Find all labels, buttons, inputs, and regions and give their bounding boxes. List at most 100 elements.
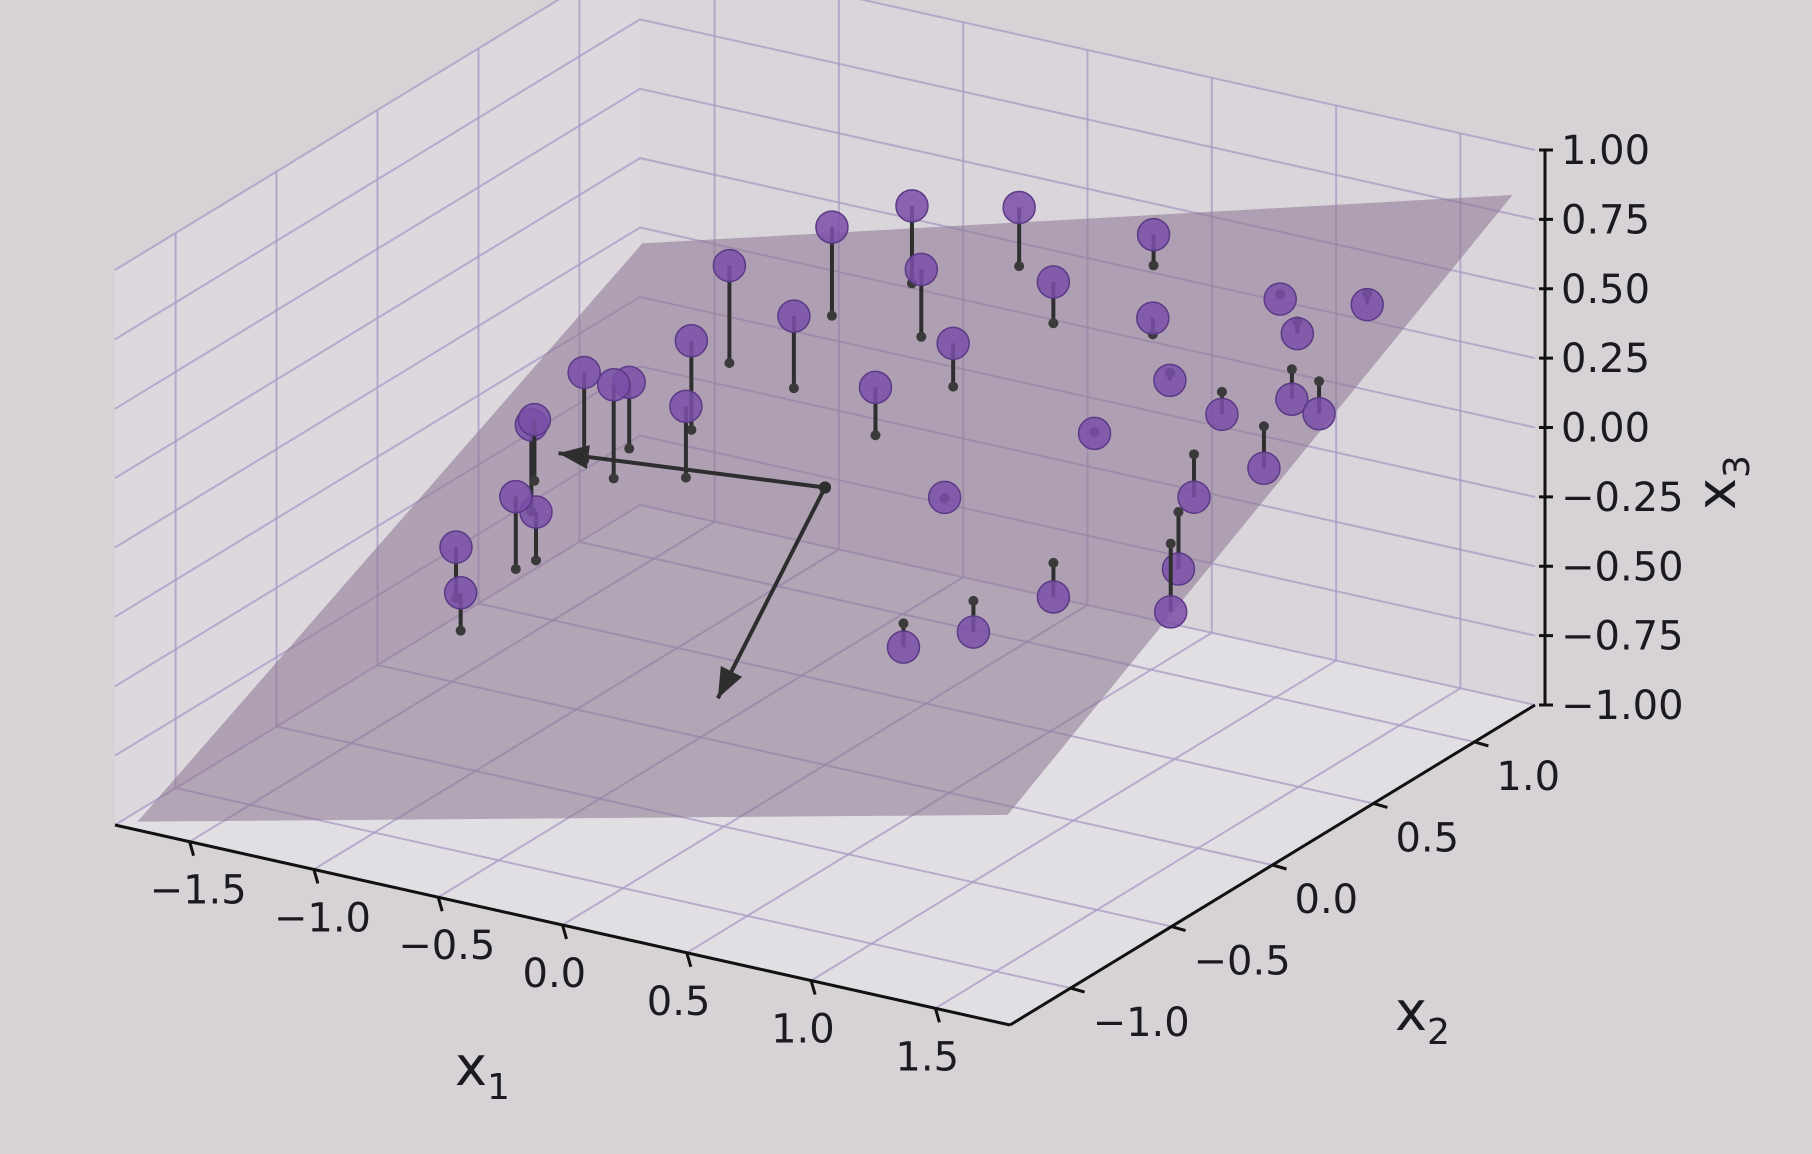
data-point	[1263, 282, 1297, 316]
data-point	[1002, 190, 1036, 225]
data-point	[499, 479, 533, 514]
data-point	[669, 389, 703, 424]
x1-tick	[561, 924, 568, 940]
data-point	[1036, 580, 1071, 614]
projected-point	[1048, 557, 1059, 568]
x1-tick	[933, 1007, 941, 1023]
x2-tick-label: 0.0	[1295, 877, 1359, 923]
projected-point	[686, 424, 697, 435]
x1-tick-label: 1.0	[771, 1007, 835, 1053]
projected-point	[624, 443, 635, 454]
data-point	[1275, 382, 1309, 416]
x3-tick-label: 0.25	[1561, 336, 1650, 382]
projected-point	[1314, 376, 1325, 387]
data-point	[815, 210, 849, 244]
x2-tick-label: 1.0	[1496, 754, 1560, 800]
x1-tick	[685, 952, 693, 968]
x3-tick-label: −0.75	[1561, 614, 1684, 660]
x1-tick-label: −0.5	[398, 923, 495, 969]
projected-point	[1048, 318, 1059, 329]
data-point	[904, 252, 939, 287]
data-point	[1136, 301, 1170, 335]
projected-point	[529, 475, 540, 486]
x1-tick-label: −1.5	[150, 868, 247, 914]
data-point	[439, 530, 473, 564]
x2-tick-label: −0.5	[1194, 939, 1291, 985]
gridline-x3	[114, 18, 1536, 341]
projected-point	[510, 564, 521, 575]
data-point	[712, 248, 747, 283]
projected-point	[1189, 449, 1200, 460]
x1-tick-label: −1.0	[274, 895, 371, 941]
x1-tick	[809, 980, 817, 995]
projected-point	[455, 625, 466, 636]
projected-point	[968, 595, 979, 606]
data-point	[1161, 552, 1196, 586]
projected-point	[1148, 260, 1159, 271]
projected-point	[1173, 506, 1184, 517]
x1-tick	[436, 896, 444, 912]
projected-point	[1286, 364, 1297, 375]
data-point	[777, 299, 811, 333]
x2-tick-label: −1.0	[1093, 1000, 1190, 1046]
projected-point	[680, 472, 691, 483]
projected-point	[916, 331, 927, 342]
arrow-head	[558, 445, 590, 469]
projected-point	[1258, 421, 1269, 432]
data-point	[1136, 217, 1171, 252]
projected-point	[826, 310, 837, 321]
data-point	[517, 402, 552, 437]
arrow-origin	[819, 481, 831, 494]
data-point	[1350, 287, 1384, 322]
x1-tick-label: 1.5	[895, 1034, 959, 1080]
x2-tick	[1070, 986, 1085, 994]
data-points	[439, 189, 1384, 664]
x3-tick-label: 0.00	[1561, 406, 1650, 452]
x2-axis-label: x2	[1395, 980, 1450, 1053]
axis-ticks: −1.5−1.0−0.50.00.51.01.5−1.0−0.50.00.51.…	[150, 128, 1684, 1080]
gridline-x3	[114, 0, 1536, 271]
data-point	[1077, 416, 1112, 451]
data-point	[1205, 397, 1239, 432]
projected-point	[788, 383, 799, 394]
x3-tick-label: −1.00	[1561, 683, 1684, 729]
projected-point	[608, 473, 619, 484]
x3-tick-label: 0.75	[1561, 197, 1650, 243]
x3-tick-label: −0.50	[1561, 544, 1684, 590]
x2-tick	[1373, 802, 1388, 809]
projected-point	[1014, 261, 1025, 272]
data-point	[567, 355, 601, 390]
x2-tick-label: 0.5	[1395, 815, 1459, 861]
x1-tick-label: 0.0	[523, 951, 587, 997]
arrow-shaft	[716, 486, 827, 700]
data-point	[1153, 363, 1187, 398]
projected-point	[948, 381, 959, 392]
arrow-head	[717, 666, 743, 699]
projected-point	[1165, 538, 1176, 549]
x2-tick	[1171, 925, 1186, 932]
projected-point	[1216, 386, 1227, 397]
projected-point	[898, 618, 909, 629]
data-point	[674, 323, 709, 358]
x3-tick-label: 1.00	[1561, 128, 1650, 174]
x2-tick	[1272, 863, 1287, 871]
x1-axis-label: x1	[455, 1035, 510, 1108]
data-point	[886, 630, 921, 664]
data-point	[1177, 480, 1211, 514]
data-point	[443, 576, 478, 610]
data-point	[596, 368, 631, 402]
data-point	[1036, 265, 1071, 299]
projection-plane	[137, 195, 1513, 822]
projected-point	[724, 357, 735, 368]
projected-point	[531, 555, 542, 566]
data-point	[1302, 396, 1336, 431]
data-point	[936, 326, 970, 361]
x3-axis-label: x3	[1685, 455, 1758, 510]
data-point	[895, 189, 929, 223]
data-point	[1280, 316, 1315, 351]
x3-tick-label: −0.25	[1561, 475, 1684, 521]
x1-tick	[312, 869, 320, 884]
data-point	[956, 615, 991, 649]
x3-tick-label: 0.50	[1561, 267, 1650, 313]
